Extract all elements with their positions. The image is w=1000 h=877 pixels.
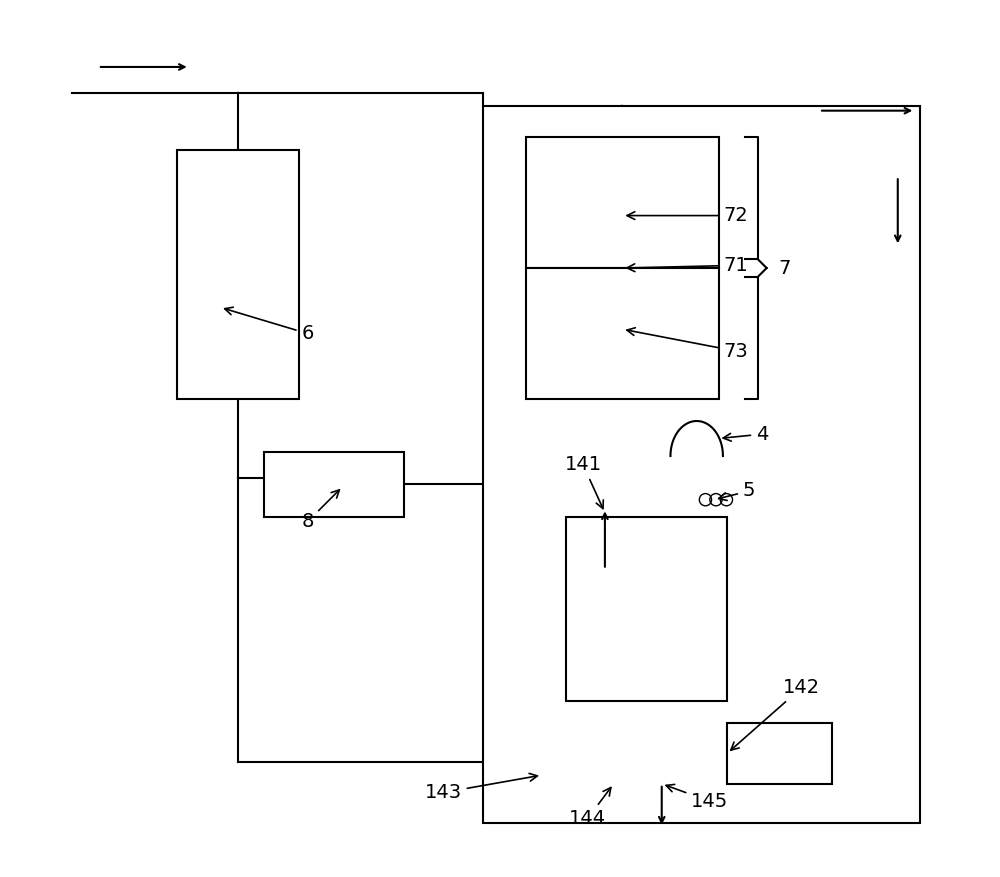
Bar — [526, 137, 719, 268]
Bar — [566, 517, 727, 701]
Text: 72: 72 — [627, 206, 748, 225]
Bar — [177, 150, 299, 399]
Text: 71: 71 — [627, 256, 748, 275]
Text: 142: 142 — [731, 678, 820, 750]
Text: 7: 7 — [778, 259, 790, 277]
Text: 8: 8 — [301, 490, 339, 531]
Text: 6: 6 — [225, 307, 314, 343]
Bar — [526, 268, 719, 399]
Text: 141: 141 — [564, 455, 603, 509]
Bar — [483, 106, 920, 824]
Bar — [264, 452, 404, 517]
Text: 143: 143 — [425, 774, 537, 802]
Text: 145: 145 — [666, 784, 728, 811]
Text: 5: 5 — [719, 481, 755, 501]
Text: 73: 73 — [627, 328, 748, 360]
Bar — [727, 723, 832, 784]
Text: 4: 4 — [723, 424, 768, 444]
Text: 144: 144 — [569, 788, 611, 828]
